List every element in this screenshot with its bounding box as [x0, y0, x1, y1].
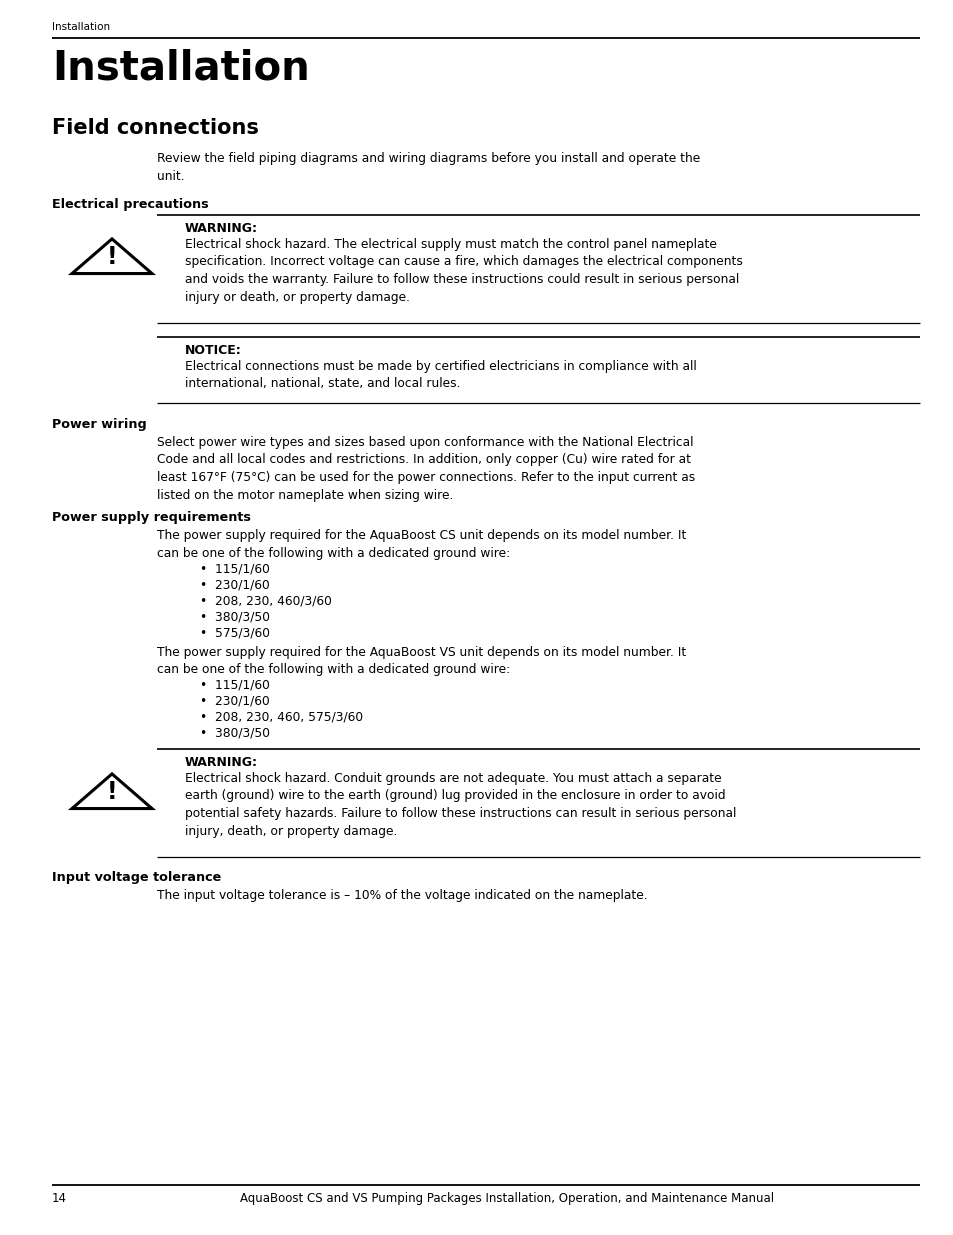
Text: 14: 14: [52, 1192, 67, 1205]
Text: Power wiring: Power wiring: [52, 417, 147, 431]
Text: Electrical shock hazard. Conduit grounds are not adequate. You must attach a sep: Electrical shock hazard. Conduit grounds…: [185, 772, 736, 837]
Text: Field connections: Field connections: [52, 119, 258, 138]
Text: •  115/1/60: • 115/1/60: [200, 562, 270, 576]
Text: •  230/1/60: • 230/1/60: [200, 695, 270, 708]
Text: Installation: Installation: [52, 48, 310, 88]
Text: Select power wire types and sizes based upon conformance with the National Elect: Select power wire types and sizes based …: [157, 436, 695, 501]
Text: Input voltage tolerance: Input voltage tolerance: [52, 871, 221, 884]
Text: Power supply requirements: Power supply requirements: [52, 511, 251, 524]
Text: Electrical shock hazard. The electrical supply must match the control panel name: Electrical shock hazard. The electrical …: [185, 238, 742, 304]
Text: WARNING:: WARNING:: [185, 756, 257, 769]
Text: •  115/1/60: • 115/1/60: [200, 679, 270, 692]
Text: •  230/1/60: • 230/1/60: [200, 578, 270, 592]
Text: •  575/3/60: • 575/3/60: [200, 626, 270, 638]
Text: Review the field piping diagrams and wiring diagrams before you install and oper: Review the field piping diagrams and wir…: [157, 152, 700, 183]
Text: NOTICE:: NOTICE:: [185, 345, 241, 357]
Text: •  208, 230, 460/3/60: • 208, 230, 460/3/60: [200, 594, 332, 606]
Text: •  380/3/50: • 380/3/50: [200, 727, 270, 740]
Text: Electrical precautions: Electrical precautions: [52, 198, 209, 211]
Text: •  380/3/50: • 380/3/50: [200, 610, 270, 622]
Text: !: !: [107, 779, 117, 804]
Text: Installation: Installation: [52, 22, 110, 32]
Text: •  208, 230, 460, 575/3/60: • 208, 230, 460, 575/3/60: [200, 711, 363, 724]
Text: AquaBoost CS and VS Pumping Packages Installation, Operation, and Maintenance Ma: AquaBoost CS and VS Pumping Packages Ins…: [240, 1192, 773, 1205]
Text: The power supply required for the AquaBoost CS unit depends on its model number.: The power supply required for the AquaBo…: [157, 529, 685, 559]
Text: WARNING:: WARNING:: [185, 222, 257, 235]
Text: The power supply required for the AquaBoost VS unit depends on its model number.: The power supply required for the AquaBo…: [157, 646, 685, 677]
Text: !: !: [107, 245, 117, 268]
Text: The input voltage tolerance is – 10% of the voltage indicated on the nameplate.: The input voltage tolerance is – 10% of …: [157, 889, 647, 902]
Text: Electrical connections must be made by certified electricians in compliance with: Electrical connections must be made by c…: [185, 359, 696, 390]
